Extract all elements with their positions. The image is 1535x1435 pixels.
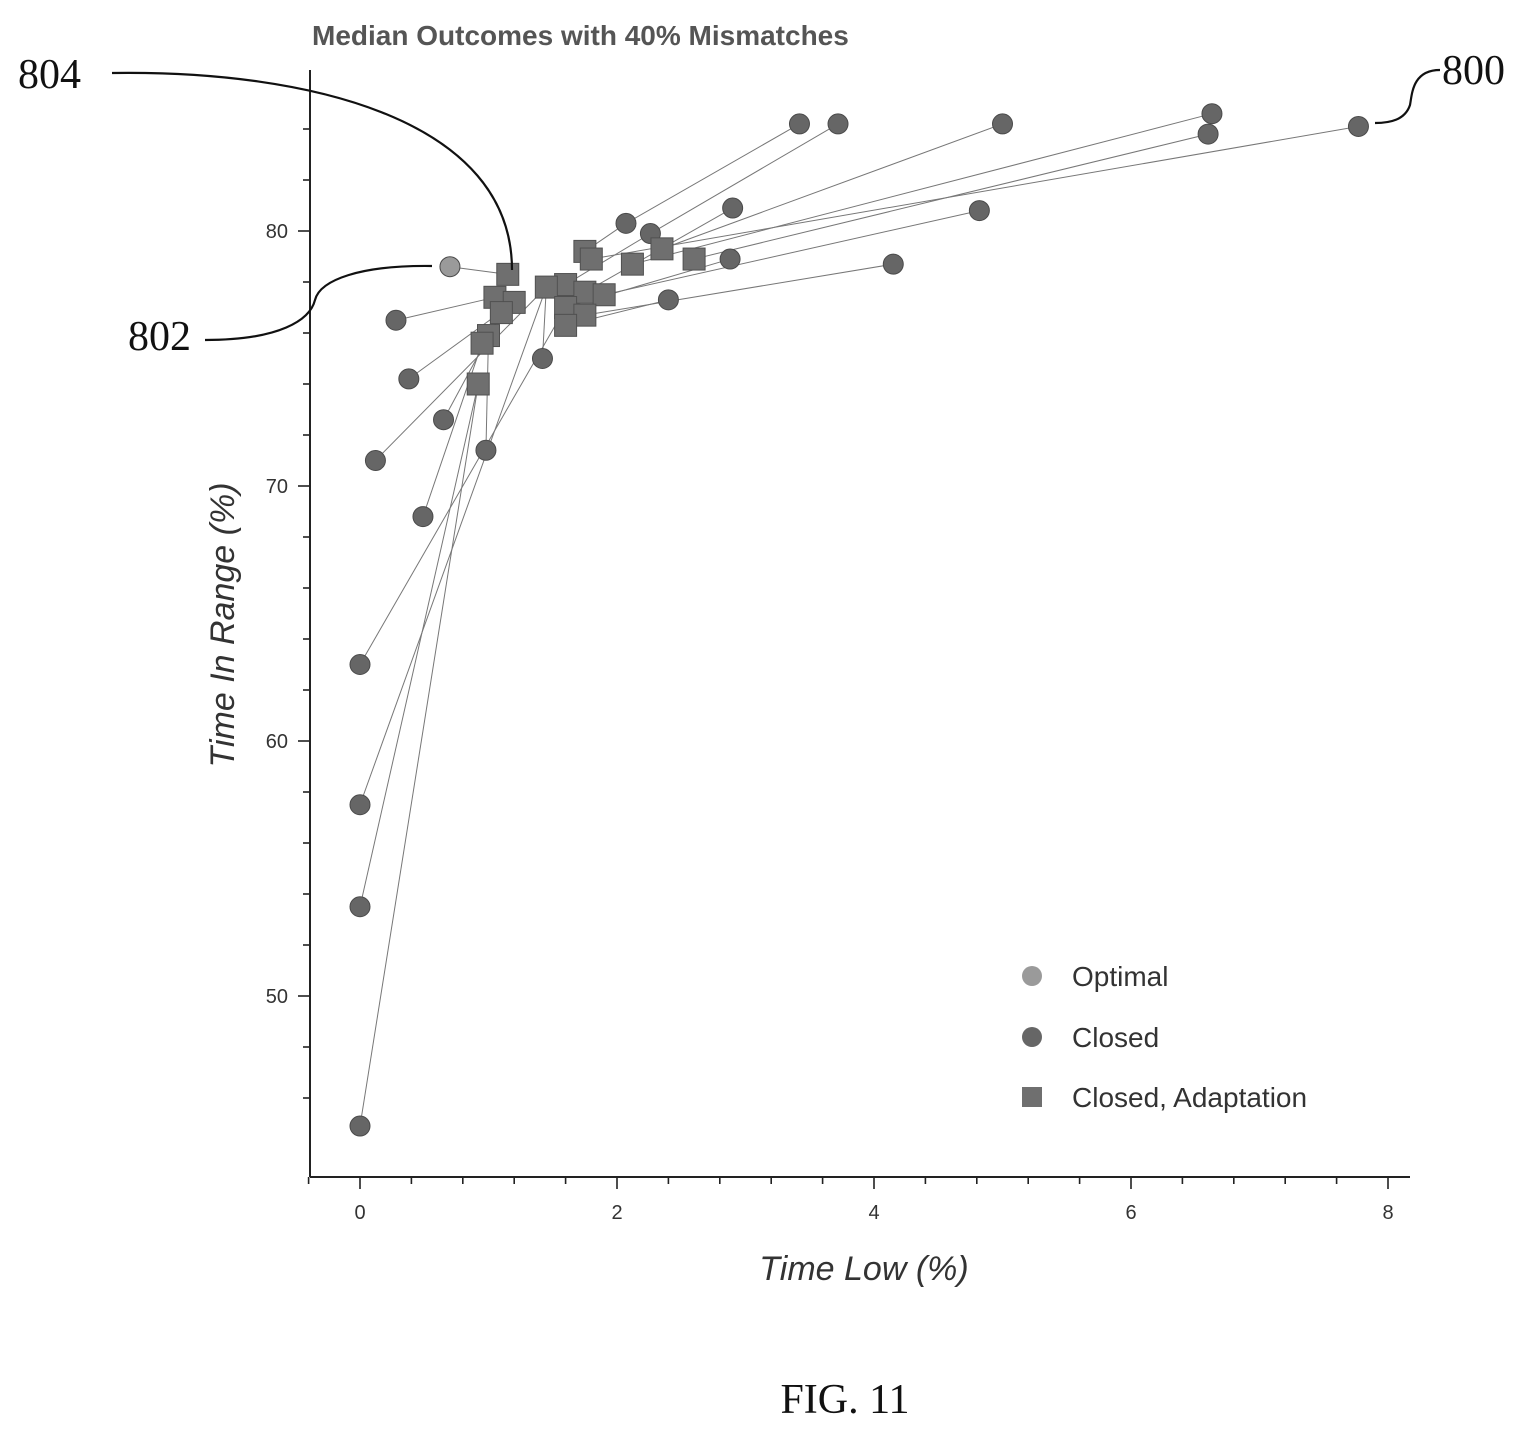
data-point-closed [364, 450, 386, 471]
x-axis-label: Time Low (%) [759, 1250, 968, 1288]
connection-line [375, 286, 547, 461]
y-ticks: 50 60 70 80 [266, 128, 310, 1099]
connection-line [359, 383, 479, 1127]
data-point-closed [349, 896, 371, 918]
data-point-closed-adaptation [489, 301, 513, 325]
legend-label-closed-adaptation: Closed, Adaptation [1072, 1082, 1307, 1113]
data-point-closed [385, 309, 407, 331]
data-point-closed-adaptation [466, 372, 490, 396]
connection-line [604, 210, 980, 296]
legend-marker-closed-adaptation [1022, 1087, 1042, 1107]
connection-line [359, 307, 567, 665]
connection-line [625, 123, 800, 224]
connection-line [359, 286, 547, 805]
data-point-closed [1197, 123, 1219, 145]
connection-line [650, 123, 839, 234]
reference-annotations: 800 802 804 [18, 48, 1505, 360]
y-tick-label: 50 [266, 986, 288, 1008]
data-point-closed-adaptation [682, 247, 706, 271]
axes [309, 70, 1410, 1178]
x-tick-label: 8 [1382, 1202, 1393, 1224]
y-axis-label: Time In Range (%) [204, 482, 242, 767]
data-point-closed [882, 253, 904, 275]
data-point-closed [1347, 115, 1369, 137]
legend-label-closed: Closed [1072, 1022, 1159, 1053]
data-point-closed-adaptation [554, 313, 578, 337]
legend: Optimal Closed Closed, Adaptation [1022, 961, 1307, 1113]
y-tick-label: 70 [266, 476, 288, 498]
data-point-closed-adaptation [573, 280, 597, 304]
data-point-closed [827, 113, 849, 135]
connection-line [632, 113, 1213, 265]
y-tick-label: 60 [266, 731, 288, 753]
data-point-closed-adaptation [534, 275, 558, 299]
data-point-closed-adaptation [496, 262, 520, 286]
x-tick-label: 6 [1125, 1202, 1136, 1224]
reference-label-804: 804 [18, 52, 81, 98]
y-tick-label: 80 [266, 221, 288, 243]
data-point-closed [398, 368, 420, 390]
data-point-closed [475, 439, 497, 461]
x-tick-label: 0 [354, 1202, 365, 1224]
chart-title: Median Outcomes with 40% Mismatches [312, 20, 849, 51]
legend-label-optimal: Optimal [1072, 961, 1168, 992]
x-tick-label: 2 [611, 1202, 622, 1224]
data-point-closed [433, 409, 455, 431]
data-point-optimal [439, 256, 461, 278]
connection-line [661, 123, 1003, 250]
leader-line-804 [111, 71, 514, 271]
connection-line [422, 343, 483, 517]
data-point-closed [1201, 103, 1223, 125]
data-point-closed [412, 506, 434, 528]
reference-label-800: 800 [1442, 48, 1505, 94]
figure-caption: FIG. 11 [780, 1377, 909, 1423]
data-point-closed [722, 197, 744, 219]
data-point-closed [657, 289, 679, 311]
data-point-closed-adaptation [620, 252, 644, 276]
connection-line [359, 383, 479, 907]
data-point-closed [788, 113, 810, 135]
data-point-closed [349, 1115, 371, 1137]
data-point-closed [349, 794, 371, 816]
data-point-closed-adaptation [554, 273, 578, 297]
data-point-closed-adaptation [592, 283, 616, 307]
data-point-closed [968, 200, 990, 222]
connection-line [584, 263, 894, 316]
reference-label-802: 802 [128, 314, 191, 360]
data-point-closed [992, 113, 1013, 135]
connection-line [565, 233, 651, 285]
data-point-closed [615, 212, 637, 234]
leader-line-802 [204, 264, 433, 342]
x-ticks: 0 2 4 6 8 [307, 1177, 1394, 1224]
connection-lines [359, 113, 1359, 1127]
data-point-closed-adaptation [573, 303, 597, 327]
data-point-closed [531, 348, 553, 369]
data-points [349, 103, 1369, 1137]
data-point-closed-adaptation [579, 247, 603, 271]
leader-line-800 [1374, 68, 1441, 125]
data-point-closed-adaptation [650, 237, 674, 261]
x-tick-label: 4 [868, 1202, 879, 1224]
legend-marker-optimal [1022, 966, 1042, 986]
data-point-closed-adaptation [470, 331, 494, 355]
data-point-closed [349, 654, 371, 675]
connection-line [395, 296, 496, 321]
connection-line [591, 125, 1359, 260]
legend-marker-closed [1022, 1027, 1042, 1047]
data-point-closed [719, 248, 741, 270]
